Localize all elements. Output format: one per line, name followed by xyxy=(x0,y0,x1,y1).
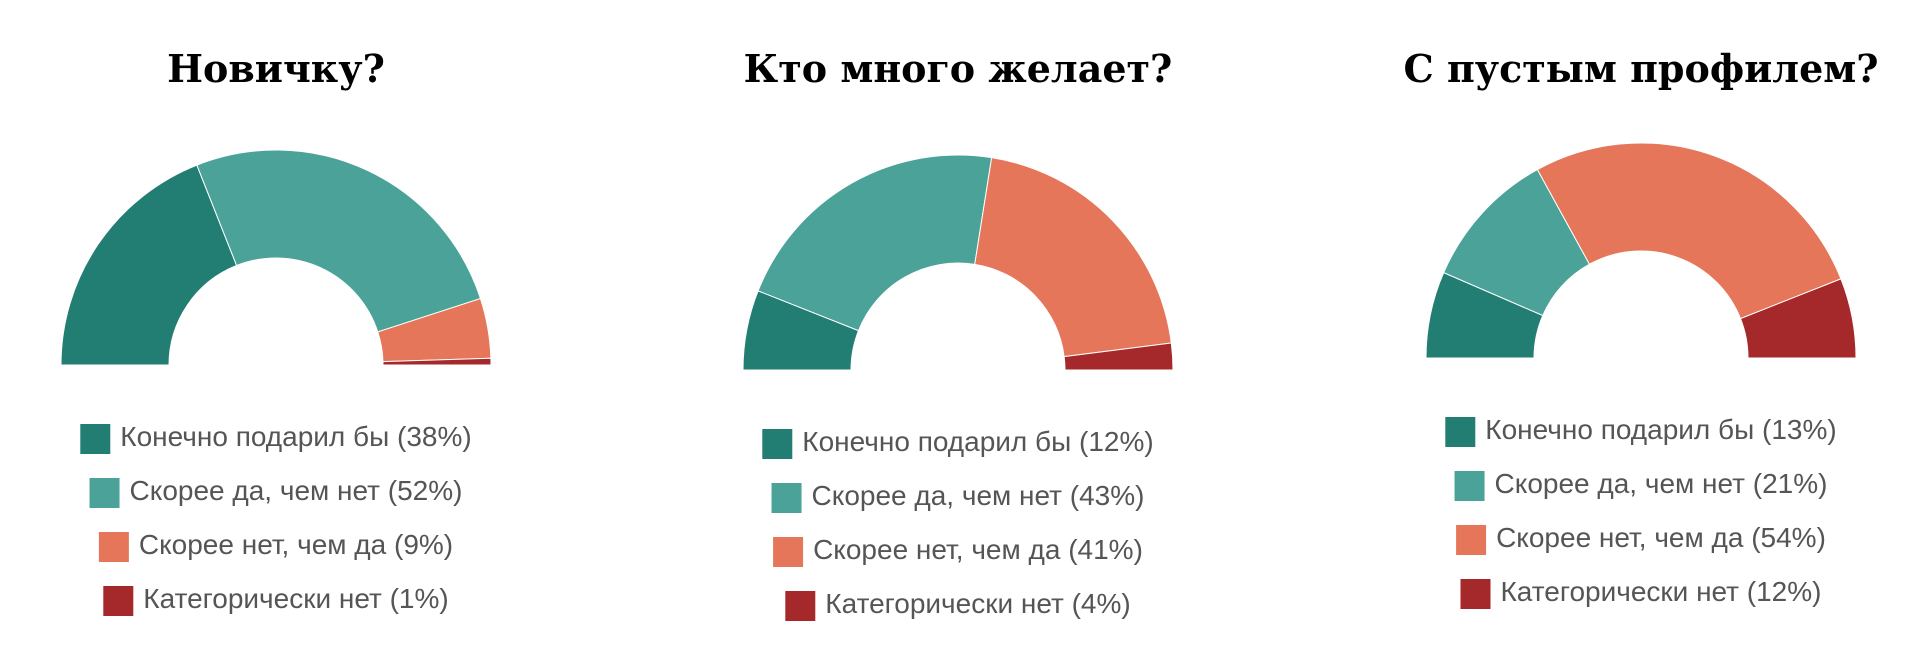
legend-value: (41%) xyxy=(1068,534,1143,565)
legend-value: (12%) xyxy=(1747,576,1822,607)
legend-label: Конечно подарил бы (38%) xyxy=(120,421,471,452)
segment xyxy=(196,149,482,333)
legend-swatch xyxy=(80,424,111,454)
segment xyxy=(974,157,1172,358)
legend-label: Скорее нет, чем да (9%) xyxy=(139,529,453,560)
legend-value: (4%) xyxy=(1072,588,1131,619)
legend-value: (54%) xyxy=(1751,522,1826,553)
legend-entry: Скорее да, чем нет (43%) xyxy=(771,480,1145,513)
legend-entry: Скорее нет, чем да (54%) xyxy=(1456,522,1826,555)
legend-entry: Скорее нет, чем да (9%) xyxy=(98,529,453,562)
legend-name: Конечно подарил бы xyxy=(120,421,389,452)
legend-swatch xyxy=(773,537,804,567)
legend-name: Конечно подарил бы xyxy=(802,426,1071,457)
legend-swatch xyxy=(771,483,802,513)
chart-title: С пустым профилем? xyxy=(1403,46,1878,91)
legend-value: (1%) xyxy=(390,583,449,614)
legend-label: Скорее нет, чем да (54%) xyxy=(1496,522,1826,553)
legend-entry: Скорее нет, чем да (41%) xyxy=(773,534,1143,567)
chart-title: Новичку? xyxy=(167,46,385,91)
legend-swatch xyxy=(1445,417,1476,447)
legend-swatch xyxy=(785,591,816,621)
legend-entry: Скорее да, чем нет (21%) xyxy=(1454,468,1828,501)
chart-title: Кто много желает? xyxy=(744,46,1173,91)
legend-entry: Конечно подарил бы (12%) xyxy=(762,426,1154,459)
legend-label: Скорее нет, чем да (41%) xyxy=(813,534,1143,565)
legend-value: (9%) xyxy=(394,529,453,560)
legend-name: Скорее нет, чем да xyxy=(139,529,387,560)
legend-value: (21%) xyxy=(1753,468,1828,499)
legend-label: Скорее да, чем нет (21%) xyxy=(1495,468,1828,499)
segment xyxy=(1739,278,1857,359)
segment xyxy=(1063,342,1174,371)
legend-name: Скорее нет, чем да xyxy=(1496,522,1744,553)
legend-swatch xyxy=(762,429,793,459)
segment xyxy=(757,154,993,332)
legend-entry: Скорее да, чем нет (52%) xyxy=(89,475,463,508)
legend-entry: Категорически нет (12%) xyxy=(1460,576,1822,609)
legend-swatch xyxy=(1454,471,1485,501)
legend-value: (12%) xyxy=(1079,426,1154,457)
legend-label: Скорее да, чем нет (52%) xyxy=(130,475,463,506)
legend-label: Скорее да, чем нет (43%) xyxy=(812,480,1145,511)
legend-label: Конечно подарил бы (12%) xyxy=(802,426,1153,457)
legend-label: Категорически нет (1%) xyxy=(143,583,448,614)
legend-label: Категорически нет (12%) xyxy=(1501,576,1822,607)
legend-swatch xyxy=(98,532,129,562)
segment xyxy=(382,357,492,366)
legend-name: Скорее да, чем нет xyxy=(1495,468,1746,499)
legend-entry: Конечно подарил бы (13%) xyxy=(1445,414,1837,447)
legend-swatch xyxy=(1456,525,1487,555)
legend-value: (38%) xyxy=(397,421,472,452)
legend-name: Скорее нет, чем да xyxy=(813,534,1061,565)
legend-entry: Конечно подарил бы (38%) xyxy=(80,421,472,454)
legend-name: Категорически нет xyxy=(1501,576,1740,607)
legend-swatch xyxy=(103,586,134,616)
legend-value: (52%) xyxy=(388,475,463,506)
legend-entry: Категорически нет (4%) xyxy=(785,588,1131,621)
legend-value: (43%) xyxy=(1070,480,1145,511)
legend-swatch xyxy=(89,478,120,508)
segment xyxy=(60,164,238,366)
legend-name: Категорически нет xyxy=(143,583,382,614)
legend-swatch xyxy=(1460,579,1491,609)
legend-entry: Категорически нет (1%) xyxy=(103,583,449,616)
legend-value: (13%) xyxy=(1762,414,1837,445)
legend-name: Скорее да, чем нет xyxy=(130,475,381,506)
legend-name: Категорически нет xyxy=(825,588,1064,619)
legend-label: Конечно подарил бы (13%) xyxy=(1485,414,1836,445)
legend-label: Категорически нет (4%) xyxy=(825,588,1130,619)
segment xyxy=(1536,142,1842,320)
legend-name: Конечно подарил бы xyxy=(1485,414,1754,445)
legend-name: Скорее да, чем нет xyxy=(812,480,1063,511)
